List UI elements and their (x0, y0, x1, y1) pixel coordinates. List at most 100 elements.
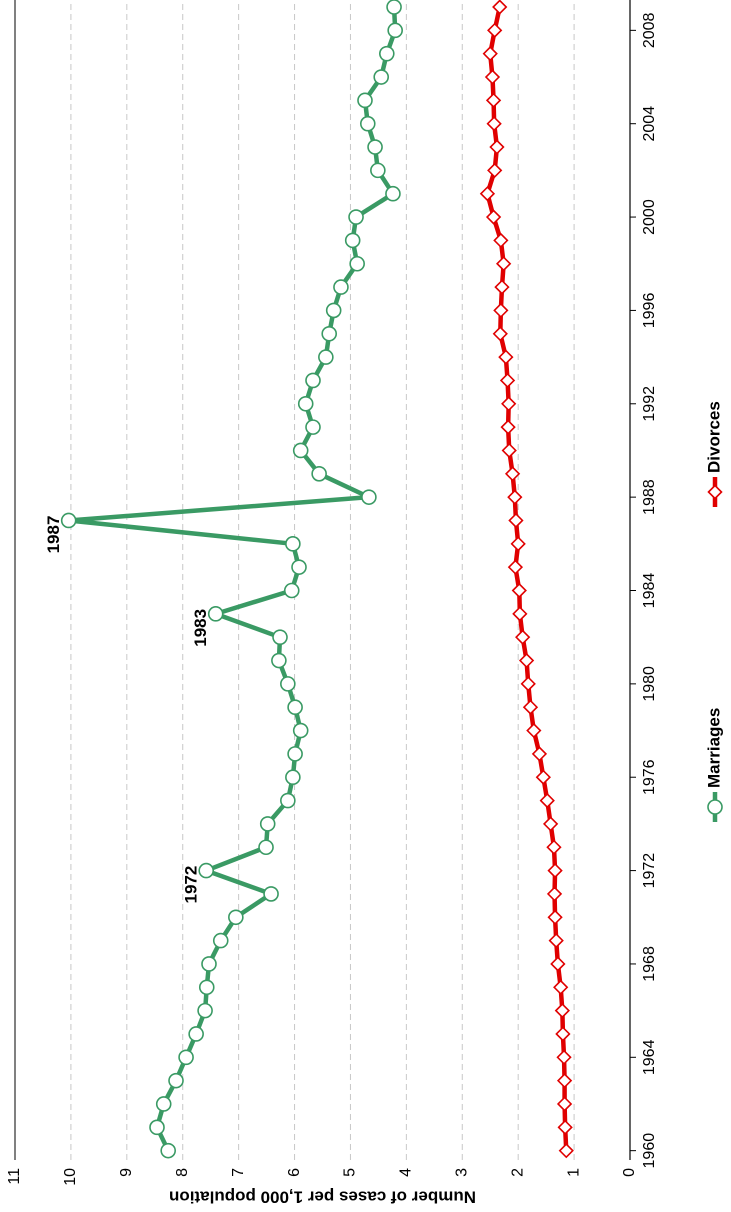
point (344, 232, 361, 249)
x-tick-label: 1964 (641, 1039, 658, 1075)
point (321, 325, 338, 342)
y-tick-label: 5 (342, 1168, 359, 1177)
y-tick-label: 9 (118, 1168, 135, 1177)
point (386, 0, 402, 15)
legend-marker (707, 799, 723, 815)
point (259, 816, 276, 832)
y-axis-title: Number of cases per 1,000 population (169, 1188, 476, 1207)
point (554, 1002, 570, 1019)
point (197, 1002, 213, 1019)
point (494, 279, 510, 295)
point (535, 769, 551, 785)
point (207, 606, 224, 622)
point (212, 932, 229, 949)
x-tick-label: 2008 (641, 12, 658, 48)
point (493, 232, 509, 249)
point (305, 419, 321, 435)
series-line (485, 6, 569, 1151)
point (553, 979, 569, 995)
legend-marker (707, 484, 723, 500)
series-line (66, 6, 398, 1152)
point (556, 1049, 572, 1065)
annotation: 1972 (182, 866, 201, 904)
point (508, 512, 524, 529)
point (178, 1049, 194, 1066)
point (489, 139, 505, 155)
y-tick-label: 4 (398, 1168, 415, 1177)
point (285, 536, 301, 552)
point (149, 1119, 165, 1136)
y-tick-label: 7 (230, 1168, 247, 1177)
point (291, 559, 307, 575)
point (526, 722, 542, 739)
point (498, 349, 514, 365)
point (512, 606, 528, 622)
point (556, 1096, 573, 1112)
x-tick-label: 2000 (641, 199, 658, 235)
y-tick-label: 11 (6, 1168, 23, 1185)
y-tick-label: 2 (509, 1168, 526, 1177)
point (479, 186, 496, 202)
point (228, 909, 244, 926)
x-tick-label: 1996 (641, 293, 658, 329)
point (555, 1026, 571, 1042)
legend: Marriages Divorces (704, 401, 723, 822)
x-tick-label: 1976 (641, 759, 658, 795)
point (201, 956, 217, 972)
point (325, 302, 342, 319)
x-tick-label: 1988 (641, 479, 658, 515)
point (188, 1026, 204, 1042)
point (558, 1143, 574, 1159)
point (485, 209, 502, 225)
annotation: 1987 (44, 516, 63, 554)
point (547, 862, 563, 879)
point (367, 139, 383, 155)
point (522, 699, 539, 715)
y-tick-label: 8 (174, 1168, 191, 1177)
point (501, 442, 517, 459)
point (546, 886, 563, 902)
x-tick-label: 1980 (641, 666, 658, 702)
point (485, 92, 502, 108)
point (361, 489, 377, 505)
point (155, 1096, 172, 1112)
point (487, 22, 503, 38)
annotation: 1983 (191, 609, 210, 647)
point (385, 185, 401, 202)
point (280, 792, 296, 809)
point (484, 69, 501, 85)
point (287, 746, 303, 762)
point (357, 92, 373, 109)
point (546, 839, 562, 855)
y-tick-label: 1 (565, 1168, 582, 1177)
point (297, 395, 314, 412)
x-tick-label: 1972 (641, 853, 658, 889)
point (487, 162, 503, 179)
point (287, 699, 303, 716)
point (499, 372, 516, 389)
point (160, 1142, 176, 1159)
point (542, 816, 559, 832)
point (556, 1073, 573, 1089)
point (349, 255, 365, 272)
point (292, 722, 309, 739)
point (378, 45, 395, 62)
point (305, 372, 321, 389)
point (510, 536, 526, 552)
point (492, 0, 508, 15)
legend-label: Marriages (704, 708, 723, 788)
point (496, 256, 512, 272)
point (547, 909, 563, 925)
point (258, 839, 274, 856)
point (504, 466, 521, 482)
point (539, 792, 555, 809)
point (318, 349, 334, 365)
x-tick-label: 1992 (641, 386, 658, 422)
point (285, 769, 301, 786)
point (557, 1119, 573, 1135)
point (548, 932, 564, 949)
point (507, 559, 524, 575)
point (507, 489, 523, 505)
y-tick-label: 10 (62, 1168, 79, 1186)
